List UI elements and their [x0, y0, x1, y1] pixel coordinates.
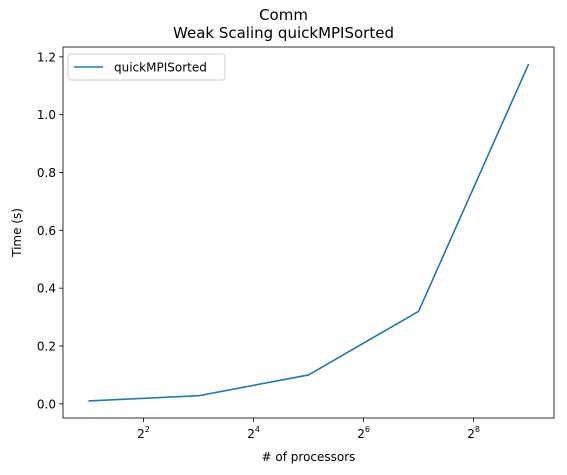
chart-title: Comm	[259, 6, 308, 24]
legend: quickMPISorted	[67, 53, 226, 81]
x-tick-label: 22	[137, 425, 150, 441]
y-tick-label: 0.6	[37, 224, 56, 238]
plot-area	[62, 46, 555, 419]
series-layer	[88, 63, 530, 402]
series-line	[88, 63, 530, 402]
legend-item-label: quickMPISorted	[114, 61, 207, 75]
y-tick-label: 1.0	[37, 108, 56, 122]
x-axis: 22 24 26 28	[137, 418, 480, 441]
x-tick-label: 24	[247, 425, 260, 441]
y-tick-label: 1.2	[37, 50, 56, 64]
chart-subtitle: Weak Scaling quickMPISorted	[173, 24, 394, 42]
y-tick-label: 0.4	[37, 282, 56, 296]
x-axis-label: # of processors	[262, 450, 356, 464]
y-tick-label: 0.8	[37, 166, 56, 180]
x-tick-label: 26	[357, 425, 370, 441]
y-axis: 0.0 0.2 0.4 0.6 0.8 1.0 1.2	[37, 50, 63, 411]
y-tick-label: 0.0	[37, 397, 56, 411]
x-tick-label: 28	[467, 425, 480, 441]
y-tick-label: 0.2	[37, 339, 56, 353]
y-axis-label: Time (s)	[10, 208, 24, 258]
